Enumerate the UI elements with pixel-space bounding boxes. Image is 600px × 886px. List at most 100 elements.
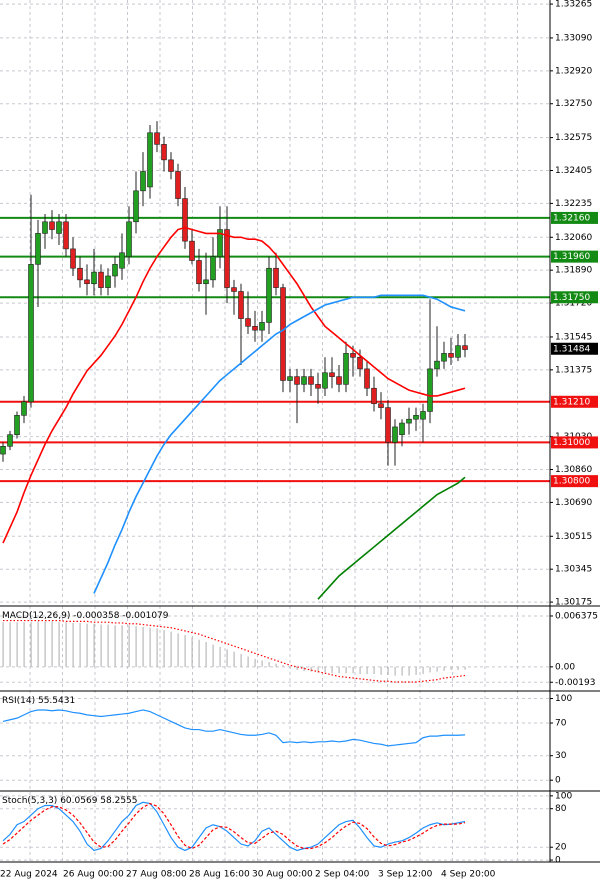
candle-body [441, 353, 447, 362]
histogram-bar [303, 666, 305, 671]
candle-body [364, 368, 370, 389]
candle-body [21, 401, 27, 416]
candle-body [42, 221, 48, 234]
histogram-bar [205, 642, 207, 667]
histogram-bar [254, 658, 256, 667]
histogram-bar [93, 623, 95, 667]
histogram-bar [338, 666, 340, 674]
histogram-bar [422, 666, 424, 675]
panel-title: MACD(12,26,9) -0.000358 -0.001079 [2, 611, 169, 621]
y-tick-label: 1.31545 [555, 332, 592, 342]
candle-body [182, 198, 188, 242]
candle-body [91, 271, 97, 285]
panel-title-name: Stoch(5,3,3) [2, 796, 57, 806]
y-tick-label: 1.33265 [555, 0, 592, 10]
level-label: 1.31750 [553, 293, 590, 303]
candle-body [329, 372, 335, 377]
histogram-bar [450, 666, 452, 671]
candle-body [371, 387, 377, 405]
histogram-bar [436, 666, 438, 672]
level-label-box [551, 211, 598, 224]
x-tick-label: 4 Sep 20:00 [441, 870, 496, 880]
histogram-bar [247, 656, 249, 667]
histogram-bar [142, 626, 144, 667]
histogram-bar [86, 623, 88, 667]
y-tick-label: 1.31375 [555, 365, 592, 375]
histogram-bar [219, 646, 221, 667]
y-tick-label: 1.30175 [555, 598, 592, 608]
histogram-bar [387, 666, 389, 675]
histogram-bar [149, 627, 151, 667]
candle-body [154, 132, 160, 145]
candle-body [357, 356, 363, 370]
candle-body [336, 376, 342, 385]
candle-body [294, 376, 300, 385]
histogram-bar [114, 625, 116, 667]
histogram-bar [366, 666, 368, 675]
y-tick-label: 1.30860 [555, 465, 592, 475]
x-tick-label: 27 Aug 08:00 [126, 870, 187, 880]
histogram-bar [163, 630, 165, 667]
candle-body [14, 415, 20, 435]
y-tick-label: 1.30515 [555, 532, 592, 542]
candle-body [301, 376, 307, 385]
candle-body [420, 411, 426, 420]
y-tick-label: 1.30345 [555, 565, 592, 575]
histogram-bar [443, 666, 445, 671]
candle-body [448, 353, 454, 358]
candle-body [105, 275, 111, 288]
y-tick-label: 1.32235 [555, 199, 592, 209]
candle-body [203, 279, 209, 285]
histogram-bar [345, 666, 347, 674]
histogram-bar [240, 654, 242, 667]
candle-body [322, 372, 328, 389]
candle-body [49, 221, 55, 230]
candle-body [350, 353, 356, 358]
histogram-bar [310, 666, 312, 672]
histogram-bar [331, 666, 333, 674]
histogram-bar [282, 665, 284, 667]
histogram-bar [380, 666, 382, 675]
y-tick-label: -0.00193 [555, 678, 595, 688]
candle-body [399, 422, 405, 435]
histogram-bar [65, 622, 67, 667]
y-tick-label: 0.00 [555, 662, 575, 672]
level-label: 1.30800 [553, 477, 590, 487]
histogram-bar [261, 660, 263, 667]
y-tick-label: 1.32405 [555, 166, 592, 176]
x-tick-label: 28 Aug 16:00 [189, 870, 250, 880]
y-tick-label: 1.32575 [555, 133, 592, 143]
candle-body [434, 360, 440, 370]
histogram-bar [317, 666, 319, 673]
y-tick-label: 20 [555, 843, 567, 853]
histogram-bar [394, 666, 396, 676]
level-label: 1.31960 [553, 252, 590, 262]
histogram-bar [121, 625, 123, 667]
candle-body [252, 326, 258, 331]
histogram-bar [72, 622, 74, 667]
histogram-bar [23, 622, 25, 667]
y-tick-label: 80 [555, 804, 567, 814]
candle-body [84, 279, 90, 285]
level-label: 1.31000 [553, 438, 590, 448]
candle-body [196, 260, 202, 285]
panel-title-value: 60.0569 [60, 796, 97, 806]
last-price-box [551, 342, 598, 355]
level-label-box [551, 395, 598, 408]
histogram-bar [9, 622, 11, 667]
panel-title-value: 55.5431 [38, 696, 75, 706]
histogram-bar [177, 633, 179, 667]
histogram-bar [2, 622, 4, 667]
candle-body [413, 415, 419, 420]
candle-body [210, 256, 216, 281]
y-tick-label: 100 [555, 694, 572, 704]
histogram-bar [233, 651, 235, 667]
y-tick-label: 0.006375 [555, 611, 598, 621]
panel-title-name: RSI(14) [2, 696, 35, 706]
candle-body [287, 376, 293, 381]
candle-body [70, 248, 76, 269]
candle-body [245, 318, 251, 327]
level-label-box [551, 250, 598, 263]
y-tick-label: 0 [555, 856, 561, 866]
y-tick-label: 70 [555, 719, 567, 729]
